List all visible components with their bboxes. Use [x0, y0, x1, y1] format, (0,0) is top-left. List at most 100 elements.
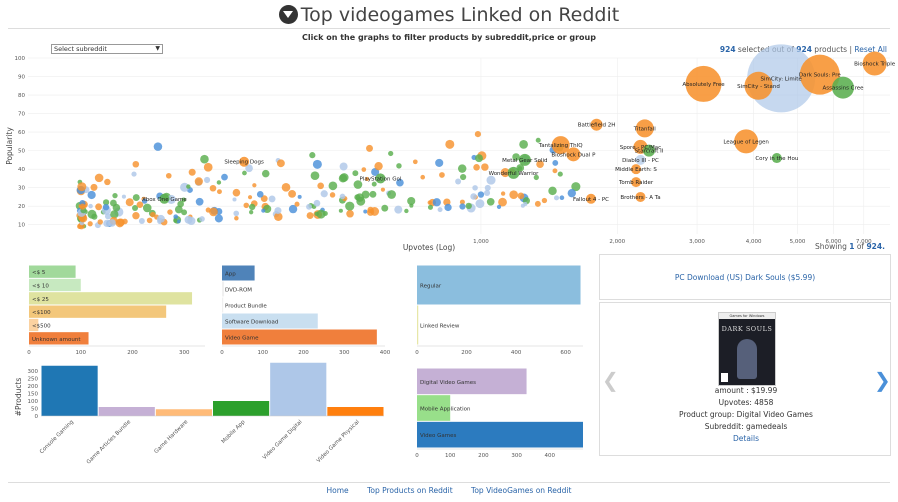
- bubble-point: [457, 164, 467, 173]
- bubble-point: [150, 211, 156, 218]
- x-tick-label: 6,000: [826, 239, 842, 245]
- bubble-label: SimCity: Limite: [760, 76, 802, 82]
- bubble-point: [500, 191, 506, 196]
- x-tick-label: 300: [339, 350, 350, 356]
- bar: [222, 313, 318, 329]
- bubble-point: [306, 203, 312, 210]
- bubble-point: [309, 152, 316, 159]
- bubble-point: [261, 208, 266, 213]
- details-link[interactable]: Details: [732, 434, 759, 443]
- y-tick-label: 60: [18, 130, 25, 136]
- bubble-point: [181, 197, 187, 203]
- bubble-point: [281, 183, 291, 192]
- bubble-point: [396, 178, 404, 187]
- bubble-point: [205, 207, 211, 213]
- bar-label: Mobile Application: [420, 407, 471, 413]
- y-tick-label: 50: [31, 407, 38, 413]
- bubble-point: [352, 170, 359, 177]
- bubble-point: [249, 210, 254, 215]
- bubble-point: [141, 198, 148, 204]
- bubble-point: [188, 168, 196, 176]
- product-detail-panel: Games for Windows DARK SOULS amount : $1…: [599, 302, 891, 456]
- bubble-point: [465, 202, 472, 210]
- bubble-point: [88, 203, 93, 209]
- y-tick-label: 0: [35, 414, 39, 420]
- bubble-point: [312, 159, 322, 169]
- bubble-point: [498, 197, 507, 207]
- product-subreddit: Subreddit: gamedeals: [704, 422, 788, 431]
- previous-arrow-icon[interactable]: ❮: [602, 368, 619, 392]
- bubble-point: [387, 190, 396, 199]
- bar: [29, 278, 81, 292]
- bar: [29, 265, 76, 278]
- page-title: Top videogames Linked on Reddit: [0, 4, 898, 26]
- x-tick-label: 200: [461, 350, 472, 356]
- next-arrow-icon[interactable]: ❯: [874, 368, 891, 392]
- bar: [327, 407, 384, 416]
- bubble-label: Assassins Cree: [823, 86, 865, 92]
- bubble-point: [260, 195, 268, 203]
- bubble-point: [517, 166, 523, 171]
- bubble-point: [559, 195, 565, 201]
- y-tick-label: 100: [15, 56, 26, 62]
- bar-label: Software Download: [225, 320, 278, 326]
- footer-home-link[interactable]: Home: [326, 486, 349, 495]
- bubble-point: [533, 174, 539, 181]
- bubble-point: [186, 184, 191, 189]
- bubble-label: Tantalizing ThIQ: [538, 143, 583, 149]
- bubble-point: [221, 173, 228, 181]
- bubble-label: Starcraft II: [635, 149, 664, 155]
- bubble-point: [329, 192, 336, 198]
- y-tick-label: 30: [18, 186, 25, 192]
- bubble-point: [353, 180, 363, 189]
- bubble-label: Spore - PC/Mac: [620, 145, 662, 151]
- knight-figure: [737, 339, 757, 379]
- x-tick-label: 0: [415, 350, 419, 356]
- binding-chart: Regular Linked Review 0 200 400 600: [415, 265, 583, 356]
- bubble-point: [477, 191, 485, 198]
- bar-label: Digital Video Games: [420, 380, 476, 386]
- bubble-point: [316, 209, 326, 219]
- bubble-label: Brothers - A Ta: [620, 195, 660, 201]
- bubble-point: [184, 215, 193, 224]
- bar: [222, 329, 377, 345]
- bubble-point: [496, 204, 502, 209]
- bar: [29, 305, 167, 318]
- bubble-point: [91, 213, 98, 220]
- bubble-point: [517, 192, 525, 200]
- product-title-link[interactable]: PC Download (US) Dark Souls ($5.99): [674, 273, 816, 282]
- subreddit-placeholder: Select subreddit: [54, 45, 107, 53]
- bubble-point: [500, 167, 510, 178]
- bubble-point: [138, 218, 145, 224]
- bubble-point: [232, 188, 241, 197]
- bubble-point: [203, 176, 211, 184]
- instructions: Click on the graphs to filter products b…: [302, 33, 596, 42]
- bubble-point: [274, 212, 283, 221]
- product-title-panel: PC Download (US) Dark Souls ($5.99): [599, 254, 891, 300]
- bubble-point: [132, 160, 140, 168]
- footer-top-products-link[interactable]: Top Products on Reddit: [367, 486, 453, 495]
- bubble-point: [409, 203, 414, 208]
- bar-label: Video Games: [420, 433, 457, 439]
- bubble-point: [631, 177, 642, 188]
- bubble-point: [635, 154, 646, 165]
- footer-top-videogames-link[interactable]: Top VideoGames on Reddit: [471, 486, 572, 495]
- subreddit-select[interactable]: Select subreddit ▼: [51, 44, 163, 54]
- bubble-point: [509, 190, 518, 200]
- bubble-point: [87, 190, 96, 200]
- bubble-point: [167, 209, 173, 215]
- bubble-point: [375, 173, 386, 184]
- bubble-point: [473, 163, 480, 171]
- reset-all-link[interactable]: Reset All: [854, 45, 887, 54]
- y-tick-label: 10: [18, 223, 25, 229]
- x-tick-label: Video Game Physical: [316, 419, 361, 464]
- bubble-point: [339, 162, 348, 171]
- bubble-point: [631, 164, 642, 175]
- bubble-point: [590, 118, 603, 131]
- bar: [417, 395, 451, 421]
- bubble-point: [233, 210, 240, 217]
- bubble-point: [444, 203, 452, 212]
- bar-label: Video Game: [225, 336, 259, 342]
- bar-label: <$ 10: [32, 284, 49, 290]
- bar-label: <$500: [32, 324, 51, 330]
